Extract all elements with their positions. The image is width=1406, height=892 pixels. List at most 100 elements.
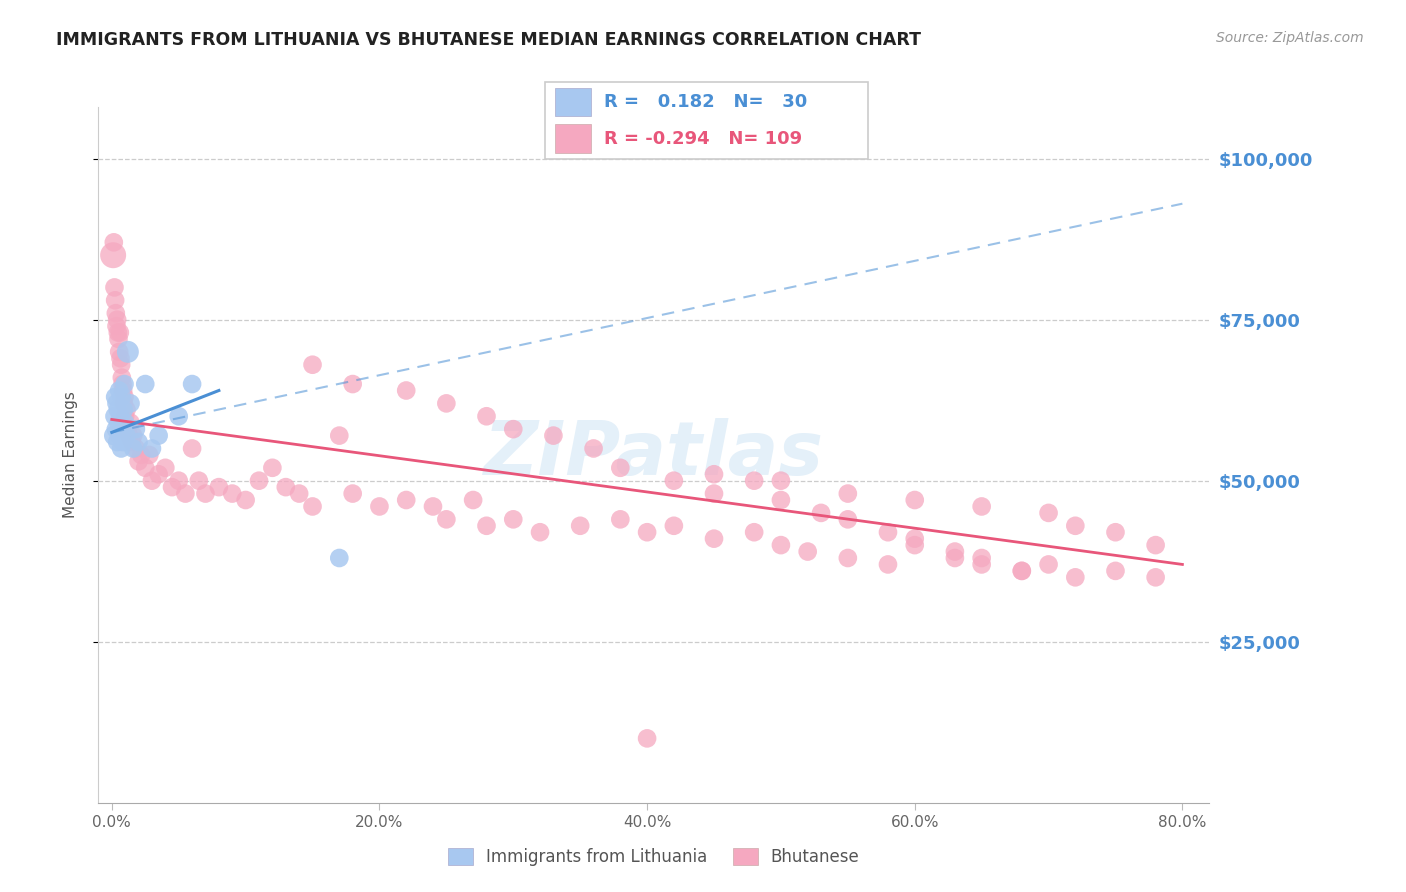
Point	[105, 435, 128, 450]
Point	[114, 409, 136, 424]
Point	[502, 422, 524, 436]
Point	[662, 474, 685, 488]
Point	[181, 377, 204, 392]
Point	[262, 460, 284, 475]
Point	[122, 442, 145, 456]
FancyBboxPatch shape	[544, 82, 869, 159]
Point	[609, 512, 631, 526]
Point	[138, 448, 160, 462]
Point	[943, 544, 966, 558]
Point	[769, 538, 792, 552]
Point	[475, 409, 498, 424]
Point	[117, 344, 139, 359]
Point	[434, 396, 457, 410]
Point	[368, 500, 391, 514]
Point	[103, 428, 125, 442]
Y-axis label: Median Earnings: Median Earnings	[63, 392, 77, 518]
Point	[208, 480, 231, 494]
Point	[107, 332, 129, 346]
Text: R = -0.294   N= 109: R = -0.294 N= 109	[605, 130, 803, 148]
Point	[1104, 525, 1126, 540]
Point	[502, 512, 524, 526]
Point	[475, 518, 498, 533]
Point	[970, 500, 993, 514]
Point	[107, 416, 129, 430]
Bar	[554, 87, 591, 117]
Point	[108, 326, 131, 340]
Point	[103, 280, 125, 294]
Point	[703, 532, 725, 546]
Point	[112, 396, 135, 410]
Legend: Immigrants from Lithuania, Bhutanese: Immigrants from Lithuania, Bhutanese	[440, 839, 868, 874]
Point	[301, 500, 323, 514]
Point	[970, 551, 993, 566]
Point	[108, 384, 131, 398]
Point	[288, 486, 311, 500]
Point	[609, 460, 631, 475]
Point	[328, 428, 350, 442]
Point	[155, 460, 177, 475]
Point	[121, 435, 143, 450]
Point	[221, 486, 243, 500]
Point	[148, 428, 170, 442]
Point	[111, 422, 134, 436]
Point	[301, 358, 323, 372]
Point	[395, 493, 418, 508]
Point	[970, 558, 993, 572]
Point	[877, 525, 900, 540]
Point	[110, 351, 132, 366]
Point	[160, 480, 183, 494]
Point	[114, 377, 136, 392]
Point	[769, 493, 792, 508]
Point	[904, 493, 927, 508]
Point	[1011, 564, 1033, 578]
Point	[543, 428, 565, 442]
Point	[703, 486, 725, 500]
Point	[111, 390, 134, 404]
Point	[181, 442, 204, 456]
Point	[141, 474, 163, 488]
Point	[167, 409, 190, 424]
Point	[107, 326, 129, 340]
Point	[769, 474, 792, 488]
Point	[569, 518, 592, 533]
Point	[104, 422, 127, 436]
Point	[111, 377, 134, 392]
Point	[274, 480, 297, 494]
Point	[810, 506, 832, 520]
Point	[105, 312, 128, 326]
Point	[148, 467, 170, 482]
Point	[529, 525, 551, 540]
Point	[636, 525, 658, 540]
Point	[582, 442, 605, 456]
Point	[1144, 570, 1167, 584]
Point	[1038, 558, 1060, 572]
Point	[103, 235, 125, 250]
Point	[110, 442, 132, 456]
Text: R =   0.182   N=   30: R = 0.182 N= 30	[605, 93, 807, 111]
Point	[103, 409, 125, 424]
Text: IMMIGRANTS FROM LITHUANIA VS BHUTANESE MEDIAN EARNINGS CORRELATION CHART: IMMIGRANTS FROM LITHUANIA VS BHUTANESE M…	[56, 31, 921, 49]
Point	[167, 474, 190, 488]
Point	[463, 493, 485, 508]
Point	[904, 538, 927, 552]
Point	[837, 512, 859, 526]
Point	[422, 500, 444, 514]
Point	[110, 409, 132, 424]
Point	[104, 306, 127, 320]
Point	[141, 442, 163, 456]
Point	[112, 435, 135, 450]
Point	[1144, 538, 1167, 552]
Point	[1038, 506, 1060, 520]
Point	[128, 435, 150, 450]
Point	[395, 384, 418, 398]
Point	[796, 544, 818, 558]
Point	[247, 474, 270, 488]
Point	[342, 486, 364, 500]
Point	[636, 731, 658, 746]
Text: ZIPatlas: ZIPatlas	[484, 418, 824, 491]
Point	[125, 442, 148, 456]
Point	[111, 370, 134, 384]
Point	[328, 551, 350, 566]
Point	[108, 428, 131, 442]
